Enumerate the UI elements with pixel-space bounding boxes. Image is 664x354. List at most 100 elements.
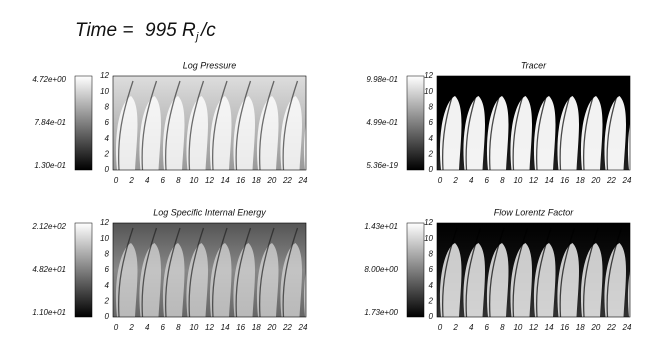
wave — [280, 243, 302, 317]
wave — [233, 96, 255, 170]
x-tick-label: 16 — [236, 176, 245, 185]
x-tick-label: 18 — [576, 176, 585, 185]
x-tick-label: 0 — [114, 323, 119, 332]
streak — [305, 158, 306, 161]
streak — [488, 227, 505, 317]
streak — [535, 227, 552, 317]
x-tick-label: 6 — [485, 176, 490, 185]
time-label: Time = — [75, 20, 133, 41]
x-tick-label: 4 — [145, 323, 150, 332]
colorbar-label: 1.73e+00 — [364, 308, 398, 317]
streak — [559, 227, 576, 317]
streak — [258, 227, 275, 317]
streak — [117, 227, 134, 317]
x-tick-label: 14 — [221, 323, 230, 332]
streak — [441, 227, 458, 317]
x-tick-label: 12 — [529, 176, 538, 185]
y-tick-label: 8 — [429, 102, 434, 111]
streak — [282, 227, 299, 317]
wave — [510, 96, 532, 170]
y-tick-label: 10 — [100, 87, 109, 96]
streak — [305, 305, 306, 308]
x-tick-label: 12 — [205, 176, 214, 185]
streak — [141, 227, 158, 317]
y-tick-label: 12 — [100, 71, 109, 80]
y-tick-label: 12 — [100, 218, 109, 227]
streak — [188, 227, 205, 317]
wave — [627, 124, 630, 170]
wave — [256, 243, 279, 317]
streak — [117, 80, 134, 170]
x-tick-label: 16 — [560, 176, 569, 185]
y-tick-label: 4 — [429, 134, 434, 143]
image-frame — [112, 222, 307, 318]
y-tick-label: 2 — [428, 149, 434, 158]
y-tick-label: 4 — [429, 281, 434, 290]
wave — [115, 243, 138, 317]
streak — [535, 80, 552, 170]
x-tick-label: 16 — [236, 323, 245, 332]
y-tick-label: 10 — [424, 87, 433, 96]
x-tick-label: 0 — [438, 323, 443, 332]
colorbar — [406, 222, 425, 318]
x-tick-label: 22 — [282, 323, 292, 332]
colorbar-label: 2.12e+02 — [31, 222, 66, 231]
colorbar — [74, 75, 93, 171]
y-tick-label: 8 — [429, 249, 434, 258]
image — [437, 76, 630, 170]
time-unit: R — [182, 20, 196, 41]
wave — [186, 243, 208, 317]
colorbar-label: 9.98e-01 — [366, 75, 398, 84]
y-tick-label: 2 — [104, 296, 110, 305]
wave — [510, 243, 532, 317]
colorbar-label: 1.10e+01 — [32, 308, 66, 317]
y-tick-label: 10 — [100, 234, 109, 243]
wave — [463, 96, 485, 170]
x-tick-label: 8 — [176, 176, 181, 185]
x-tick-label: 14 — [545, 176, 554, 185]
streak — [211, 227, 228, 317]
y-tick-label: 2 — [104, 149, 110, 158]
colorbar — [74, 222, 93, 318]
streak — [559, 80, 576, 170]
x-tick-label: 22 — [606, 176, 616, 185]
x-tick-label: 2 — [452, 323, 458, 332]
streak — [582, 227, 599, 317]
streak — [488, 80, 505, 170]
x-tick-label: 22 — [606, 323, 616, 332]
wave — [486, 243, 509, 317]
x-tick-label: 2 — [452, 176, 458, 185]
wave — [209, 243, 232, 317]
panel-title: Log Specific Internal Energy — [153, 207, 266, 217]
colorbar-label: 5.36e-19 — [366, 161, 398, 170]
y-tick-label: 4 — [105, 134, 110, 143]
x-tick-label: 14 — [221, 176, 230, 185]
image-frame — [112, 75, 307, 171]
y-tick-label: 8 — [105, 102, 110, 111]
streak — [465, 227, 482, 317]
time-unit-sub: j — [194, 31, 199, 43]
streak — [141, 80, 158, 170]
panel: Flow Lorentz Factor 1.43e+01 8.00e+00 1.73e… — [364, 207, 632, 332]
x-tick-label: 2 — [128, 176, 134, 185]
colorbar-label: 7.84e-01 — [34, 118, 66, 127]
time-value: 995 — [145, 20, 177, 41]
x-tick-label: 8 — [500, 323, 505, 332]
x-tick-label: 0 — [438, 176, 443, 185]
streak — [164, 227, 181, 317]
y-tick-label: 4 — [105, 281, 110, 290]
x-tick-label: 10 — [189, 323, 198, 332]
y-tick-label: 6 — [105, 118, 110, 127]
panel: Log Specific Internal Energy 2.12e+02 4.82… — [31, 207, 308, 332]
streak — [512, 227, 529, 317]
wave — [256, 96, 279, 170]
wave — [557, 96, 579, 170]
y-tick-label: 6 — [429, 265, 434, 274]
wave — [533, 96, 556, 170]
y-tick-label: 6 — [105, 265, 110, 274]
wave — [139, 243, 161, 317]
x-tick-label: 18 — [252, 323, 261, 332]
streak — [211, 80, 228, 170]
